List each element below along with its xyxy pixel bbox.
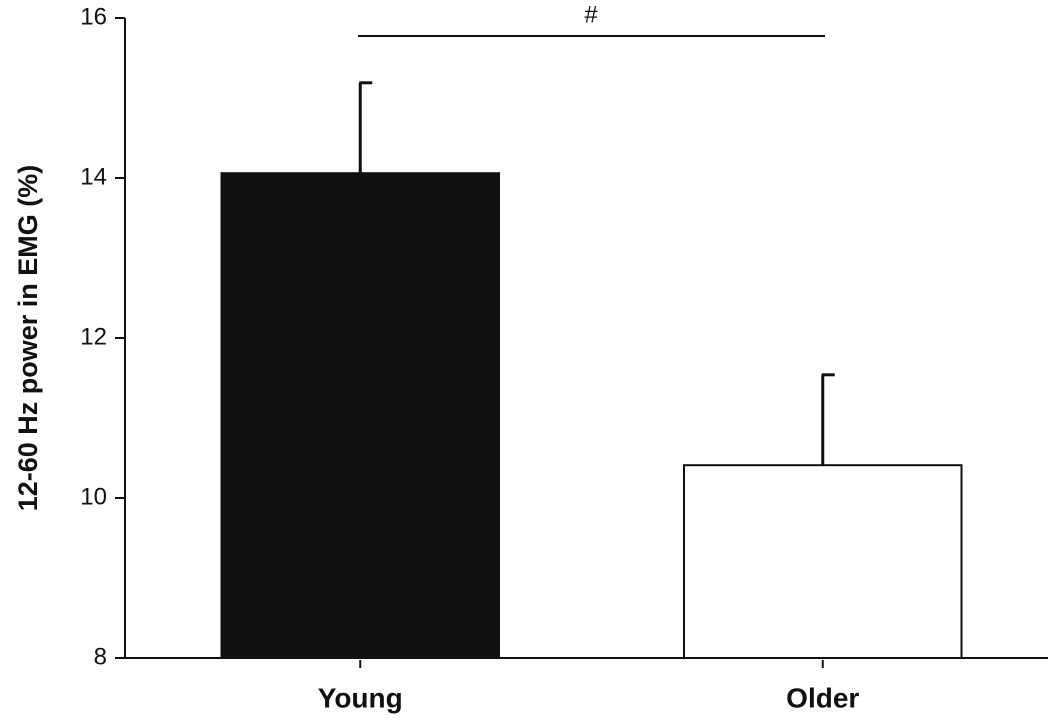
annotation: #	[584, 1, 598, 28]
x-tick-label: Older	[786, 682, 859, 713]
bar	[683, 464, 963, 660]
y-tick-label: 8	[94, 643, 107, 670]
y-tick-label: 12	[80, 323, 107, 350]
y-axis-label: 12-60 Hz power in EMG (%)	[13, 165, 43, 512]
y-tick-label: 10	[80, 483, 107, 510]
y-tick-label: 16	[80, 3, 107, 30]
x-tick-label: Young	[318, 682, 403, 713]
y-tick-label: 14	[80, 163, 107, 190]
bar	[220, 172, 500, 659]
